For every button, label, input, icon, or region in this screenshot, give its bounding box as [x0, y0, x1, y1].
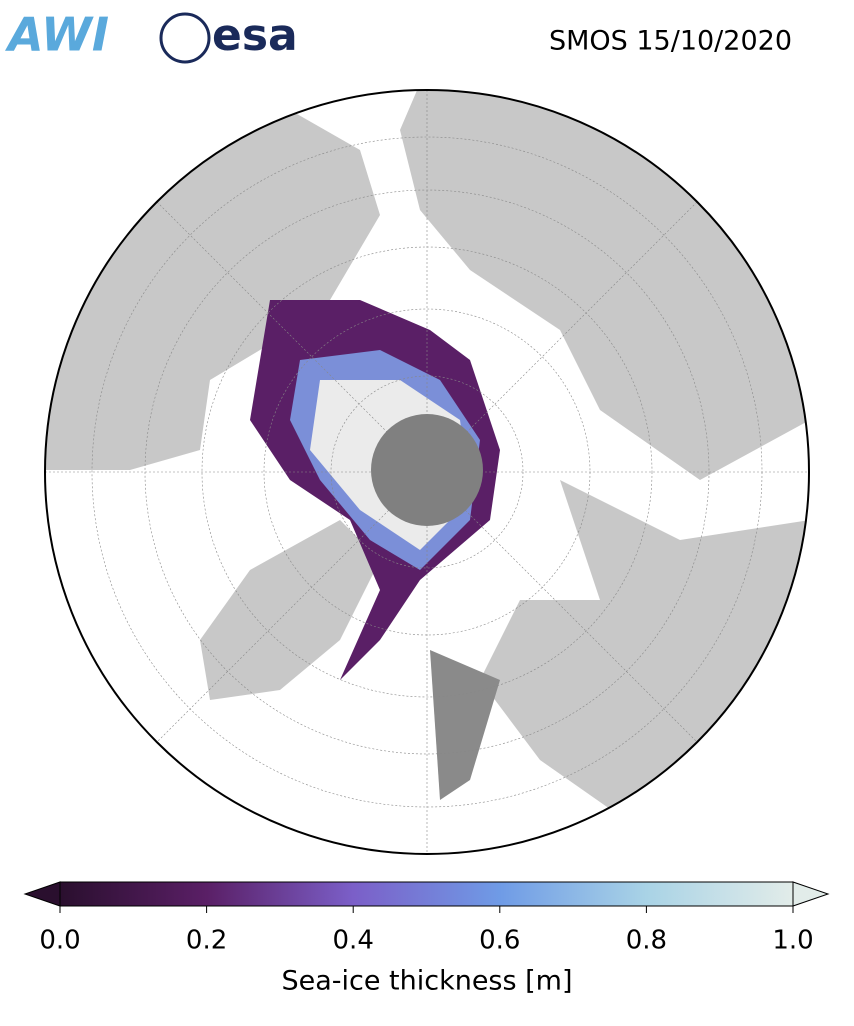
tick-label: 0.2 — [186, 926, 227, 956]
colorbar-gradient — [59, 881, 794, 907]
land-norway — [430, 650, 500, 800]
pole-hole — [371, 414, 483, 526]
land-siberia — [400, 90, 809, 480]
land-greenland — [200, 520, 380, 700]
tick-label: 0.8 — [626, 926, 667, 956]
tick-label: 0.0 — [39, 926, 80, 956]
colorbar-extend-high — [792, 881, 830, 907]
colorbar-label: Sea-ice thickness [m] — [281, 966, 572, 997]
awi-logo: AWI — [5, 8, 109, 62]
title: SMOS 15/10/2020 — [549, 26, 792, 57]
map — [45, 90, 809, 854]
map-border — [44, 89, 810, 855]
colorbar-extend-low — [23, 881, 61, 907]
tick-label: 1.0 — [772, 926, 813, 956]
tick-label: 0.6 — [479, 926, 520, 956]
esa-emblem — [159, 12, 211, 64]
tick-label: 0.4 — [333, 926, 374, 956]
esa-logo: esa — [212, 10, 298, 61]
colorbar: 0.0 0.2 0.4 0.6 0.8 1.0 — [23, 881, 830, 956]
